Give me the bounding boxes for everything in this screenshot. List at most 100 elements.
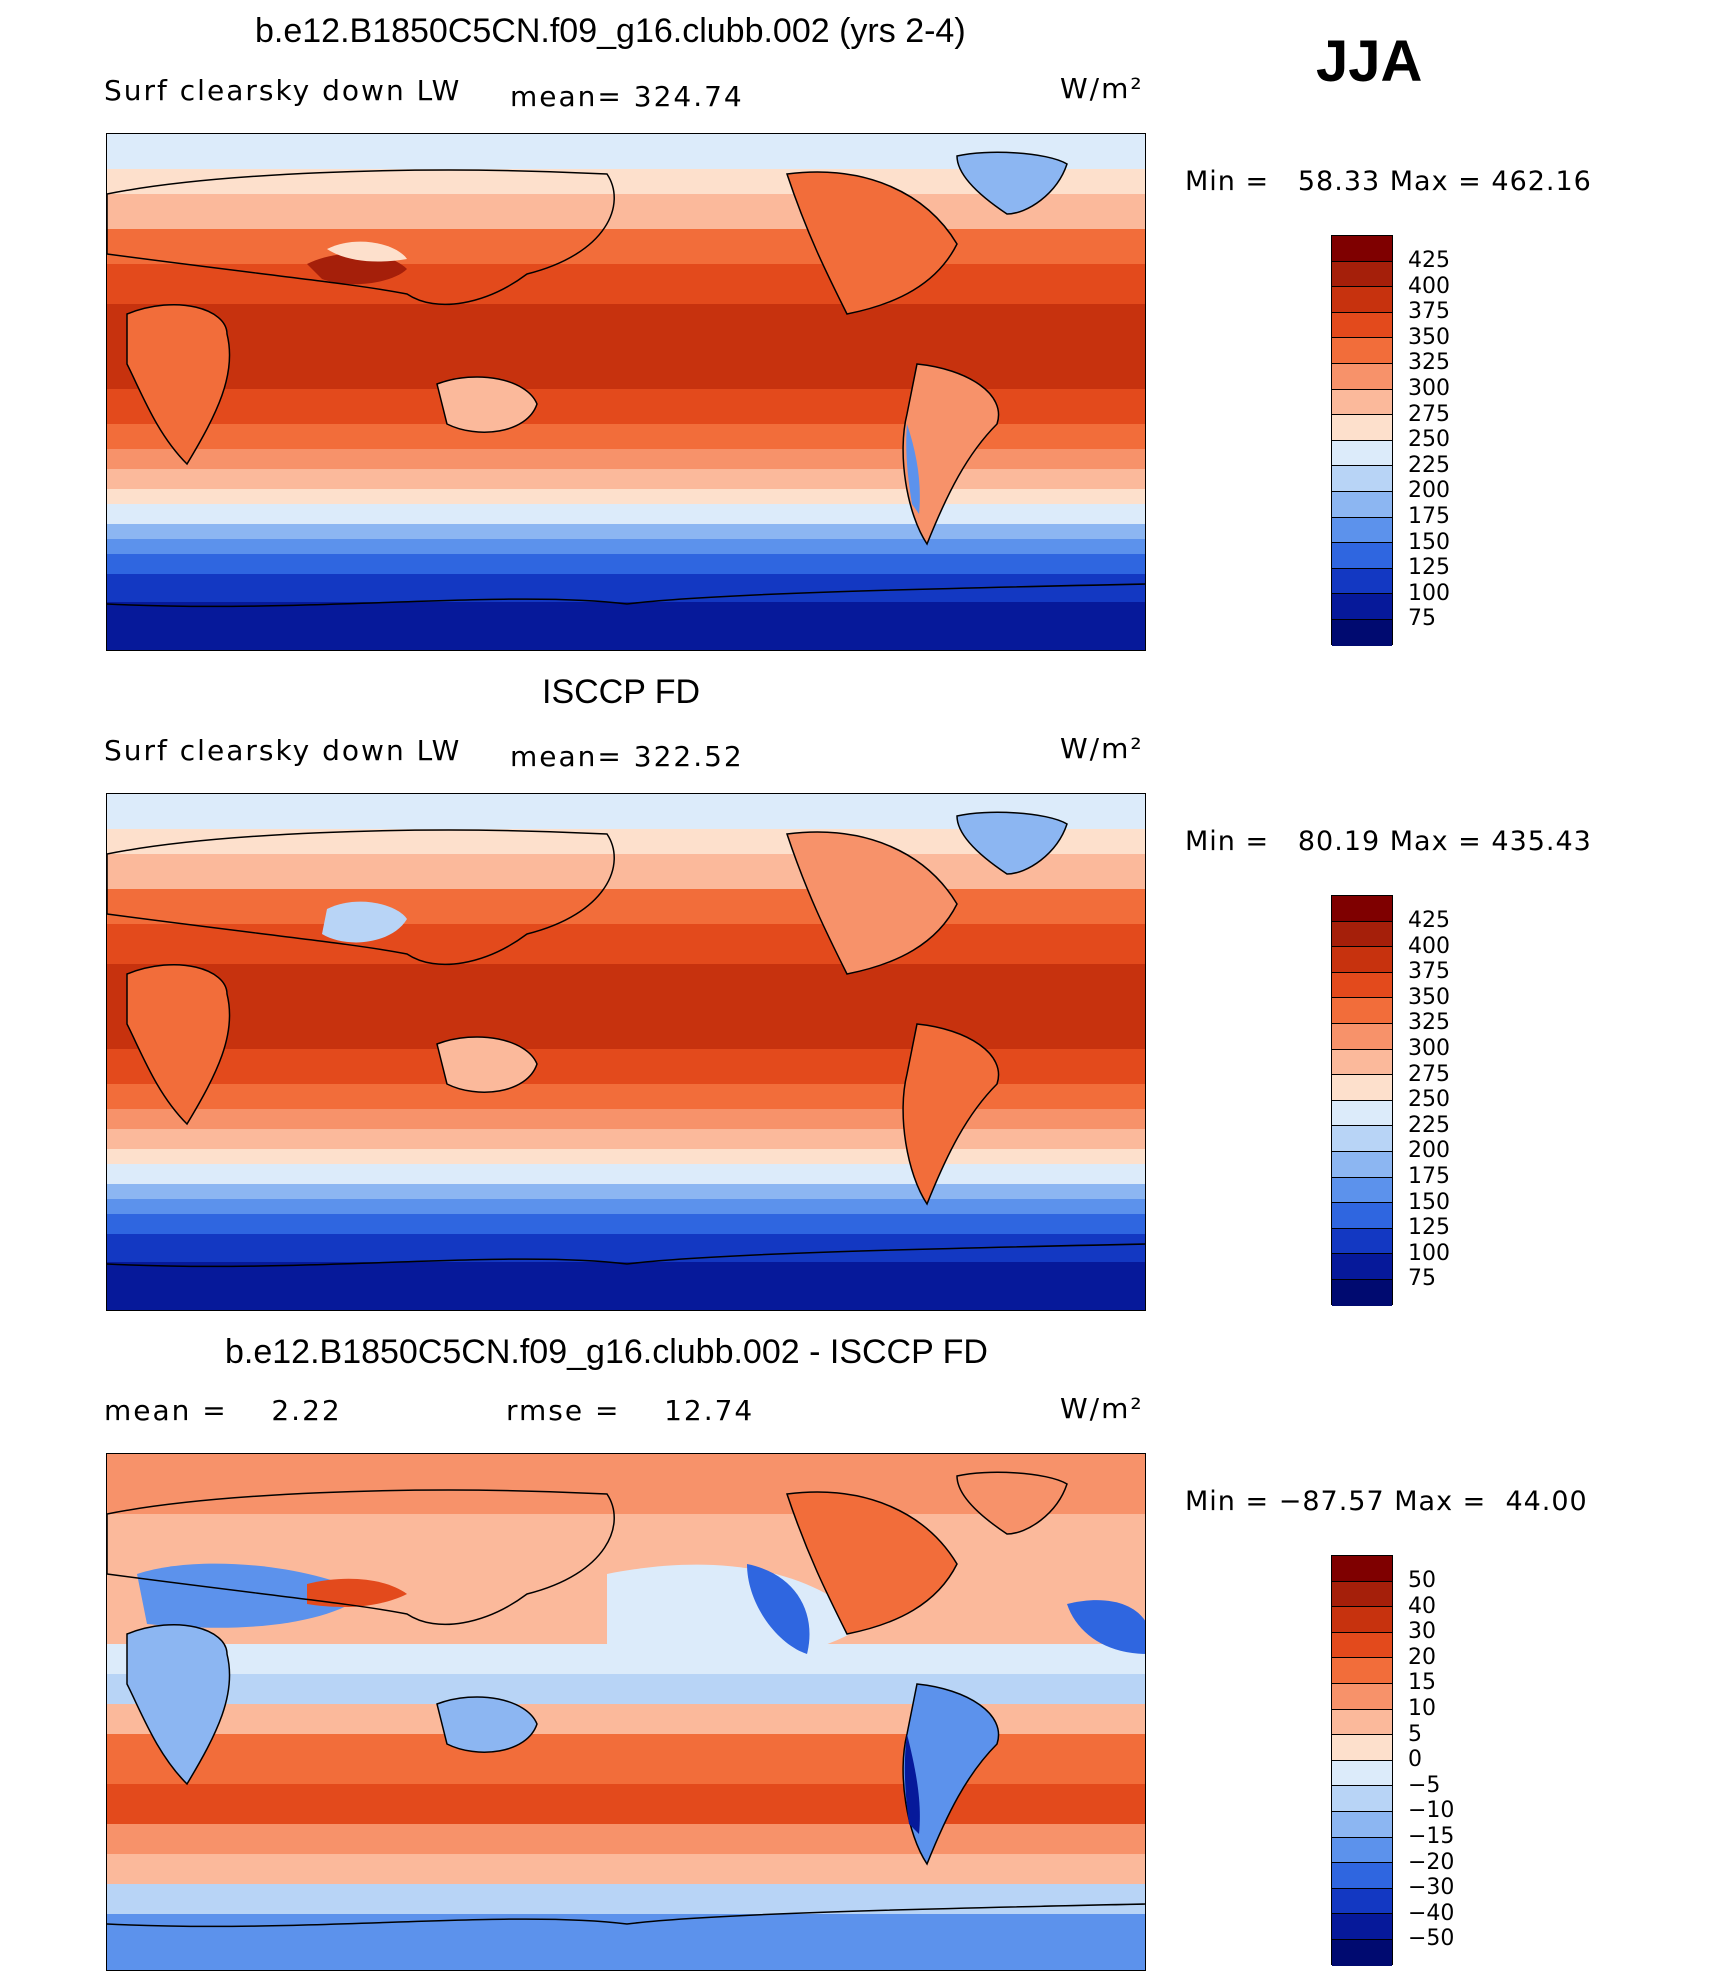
mexico-blue xyxy=(747,1564,810,1654)
colorbar-label: 20 xyxy=(1408,1644,1436,1670)
colorbar-swatch xyxy=(1332,287,1392,313)
eurasia-coast xyxy=(107,1489,615,1626)
colorbar-swatch xyxy=(1332,415,1392,441)
colorbar-swatch xyxy=(1332,1939,1392,1966)
africa xyxy=(126,303,231,466)
panel3-colorbar xyxy=(1331,1555,1393,1966)
colorbar-swatch xyxy=(1332,1100,1392,1127)
colorbar-swatch xyxy=(1332,1279,1392,1306)
colorbar-swatch xyxy=(1332,1075,1392,1101)
panel3-minmax: Min = −87.57 Max = 44.00 xyxy=(1185,1486,1588,1517)
panel2-max-value: 435.43 xyxy=(1491,826,1592,857)
colorbar-label: 350 xyxy=(1408,324,1450,350)
band xyxy=(107,854,1145,894)
andes xyxy=(906,424,920,514)
colorbar-swatch xyxy=(1332,947,1392,973)
colorbar-swatch xyxy=(1332,440,1392,467)
tibet xyxy=(322,901,407,943)
colorbar-label: −40 xyxy=(1408,1900,1455,1926)
band xyxy=(107,602,1145,650)
panel1-title: b.e12.B1850C5CN.f09_g16.clubb.002 (yrs 2… xyxy=(255,12,966,50)
andes xyxy=(904,1734,920,1834)
colorbar-swatch xyxy=(1332,236,1392,262)
panel1-colorbar-labels: 425 400 375 350 325 300 275 250 225 200 … xyxy=(1408,248,1450,632)
panel2-units: W/m² xyxy=(1060,732,1144,765)
colorbar-label: 250 xyxy=(1408,427,1450,453)
band xyxy=(107,1234,1145,1264)
panel2-colorbar xyxy=(1331,895,1393,1306)
panel1-min-value: 58.33 xyxy=(1297,166,1381,197)
colorbar-label: 200 xyxy=(1408,1138,1450,1164)
colorbar-swatch xyxy=(1332,1658,1392,1684)
colorbar-swatch xyxy=(1332,1126,1392,1152)
north-america xyxy=(785,1491,958,1635)
colorbar-swatch xyxy=(1332,389,1392,416)
colorbar-label: 400 xyxy=(1408,273,1450,299)
eurasia-coast xyxy=(107,169,615,306)
north-america xyxy=(785,831,958,975)
antarctica-coast xyxy=(107,583,1145,608)
colorbar-swatch xyxy=(1332,568,1392,595)
panel1-variable: Surf clearsky down LW xyxy=(104,74,462,107)
panel3-max-value: 44.00 xyxy=(1505,1486,1588,1517)
colorbar-swatch xyxy=(1332,1581,1392,1608)
colorbar-label: 175 xyxy=(1408,1163,1450,1189)
asia-red xyxy=(307,1578,407,1607)
band xyxy=(107,1824,1145,1854)
panel1-colorbar xyxy=(1331,235,1393,646)
panel2-minmax: Min = 80.19 Max = 435.43 xyxy=(1185,826,1592,857)
colorbar-label: 0 xyxy=(1408,1747,1422,1773)
africa xyxy=(126,963,231,1126)
colorbar-label: 125 xyxy=(1408,1215,1450,1241)
north-america xyxy=(785,171,958,315)
band xyxy=(107,1674,1145,1704)
band xyxy=(107,889,1145,929)
panel1-min-label: Min = xyxy=(1185,166,1270,197)
colorbar-label: 200 xyxy=(1408,478,1450,504)
panel2-min-value: 80.19 xyxy=(1297,826,1381,857)
colorbar-label: 300 xyxy=(1408,1035,1450,1061)
colorbar-swatch xyxy=(1332,1151,1392,1178)
colorbar-label: 425 xyxy=(1408,908,1450,933)
colorbar-label: 275 xyxy=(1408,1061,1450,1087)
colorbar-label: 300 xyxy=(1408,375,1450,401)
colorbar-swatch xyxy=(1332,1607,1392,1633)
colorbar-swatch xyxy=(1332,1863,1392,1889)
panel1-max-value: 462.16 xyxy=(1491,166,1592,197)
colorbar-label: 100 xyxy=(1408,1240,1450,1266)
colorbar-label: 175 xyxy=(1408,503,1450,529)
colorbar-swatch xyxy=(1332,1632,1392,1659)
colorbar-swatch xyxy=(1332,998,1392,1024)
atlantic-blue xyxy=(1067,1600,1145,1654)
tibet-snow xyxy=(327,241,407,262)
colorbar-swatch xyxy=(1332,594,1392,620)
colorbar-swatch xyxy=(1332,619,1392,646)
panel3-min-value: −87.57 xyxy=(1278,1486,1385,1517)
panel3-title: b.e12.B1850C5CN.f09_g16.clubb.002 - ISCC… xyxy=(225,1333,988,1371)
colorbar-label: −5 xyxy=(1408,1772,1441,1798)
colorbar-label: −20 xyxy=(1408,1849,1455,1875)
band xyxy=(107,194,1145,234)
colorbar-label: 75 xyxy=(1408,606,1436,632)
colorbar-label: 125 xyxy=(1408,555,1450,581)
colorbar-label: 75 xyxy=(1408,1266,1436,1292)
colorbar-swatch xyxy=(1332,972,1392,999)
band xyxy=(107,1884,1145,1914)
band xyxy=(107,304,1145,394)
greenland xyxy=(956,811,1068,875)
panel3-mean: mean = 2.22 xyxy=(104,1394,342,1427)
colorbar-label: 150 xyxy=(1408,529,1450,555)
panel3-max-label: Max = xyxy=(1394,1486,1487,1517)
band xyxy=(107,1262,1145,1310)
band xyxy=(107,964,1145,1054)
colorbar-label: −50 xyxy=(1408,1926,1455,1952)
south-america xyxy=(902,363,1000,546)
asia-blue xyxy=(137,1563,367,1628)
colorbar-swatch xyxy=(1332,261,1392,288)
colorbar-label: 400 xyxy=(1408,933,1450,959)
colorbar-label: 225 xyxy=(1408,452,1450,478)
antarctica-coast xyxy=(107,1243,1145,1268)
australia xyxy=(436,376,538,433)
panel3-rmse: rmse = 12.74 xyxy=(506,1394,755,1427)
colorbar-swatch xyxy=(1332,312,1392,339)
